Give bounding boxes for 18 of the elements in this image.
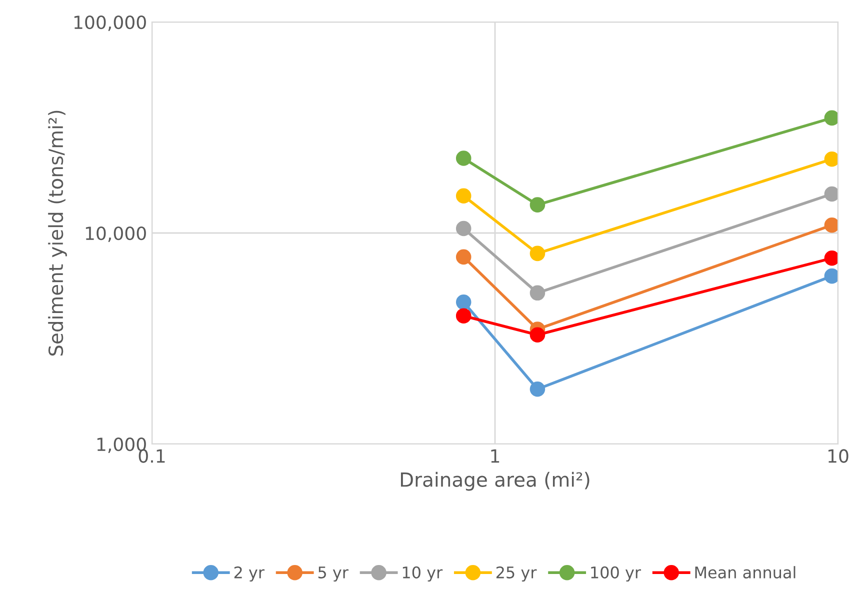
y-axis-title: Sediment yield (tons/mi²): [48, 110, 67, 356]
point: [456, 220, 472, 236]
point: [456, 188, 472, 204]
point: [456, 249, 472, 265]
legend-label: 5 yr: [318, 566, 348, 582]
x-axis-title: Drainage area (mi²): [400, 472, 590, 491]
legend-label: 2 yr: [234, 566, 264, 582]
legend-label: 10 yr: [402, 566, 443, 582]
y-tick-label: 10,000: [86, 226, 146, 242]
point: [456, 294, 472, 310]
x-tick-label: 1: [491, 449, 500, 463]
legend-label: 25 yr: [496, 566, 537, 582]
legend-label: 100 yr: [591, 566, 642, 582]
point: [456, 308, 472, 324]
point: [456, 150, 472, 166]
y-tick-label: 100,000: [74, 15, 146, 31]
x-tick-label: 10: [828, 449, 848, 463]
legend-label: Mean annual: [695, 566, 796, 578]
